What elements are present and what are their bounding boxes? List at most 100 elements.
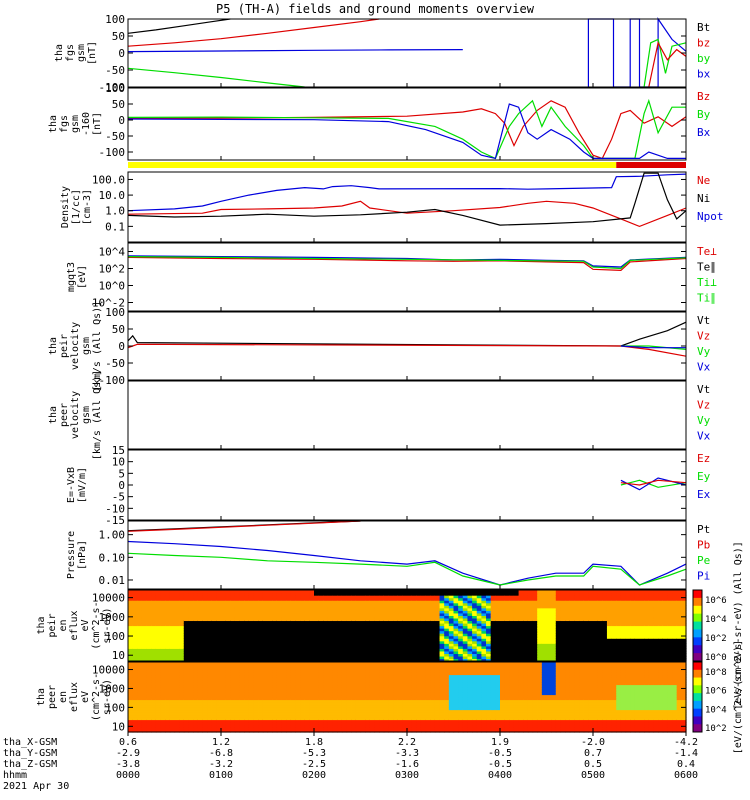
heatmap-cell bbox=[281, 590, 287, 594]
heatmap-cell bbox=[295, 645, 301, 649]
heatmap-cell bbox=[467, 592, 473, 596]
heatmap-cell bbox=[337, 607, 343, 611]
heatmap-cell bbox=[407, 615, 413, 619]
heatmap-cell bbox=[169, 664, 176, 668]
heatmap-cell bbox=[267, 597, 273, 601]
heatmap-cell bbox=[239, 679, 245, 683]
heatmap-cell bbox=[467, 650, 473, 654]
heatmap-cell bbox=[351, 597, 357, 601]
heatmap-cell bbox=[644, 633, 650, 637]
heatmap-cell bbox=[267, 689, 273, 693]
heatmap-cell bbox=[225, 704, 231, 708]
heatmap-cell bbox=[276, 592, 283, 596]
heatmap-cell bbox=[546, 602, 552, 606]
heatmap-cell bbox=[211, 694, 217, 698]
heatmap-cell bbox=[365, 610, 371, 614]
heatmap-cell bbox=[216, 687, 222, 691]
heatmap-cell bbox=[430, 650, 436, 654]
heatmap-cell bbox=[262, 607, 269, 611]
heatmap-cell bbox=[481, 633, 487, 637]
heatmap-cell bbox=[286, 622, 292, 627]
heatmap-cell bbox=[332, 689, 338, 693]
heatmap-cell bbox=[253, 714, 259, 718]
heatmap-cell bbox=[132, 625, 138, 629]
heatmap-cell bbox=[197, 597, 203, 601]
heatmap-cell bbox=[155, 615, 162, 619]
heatmap-cell bbox=[393, 607, 399, 611]
heatmap-cell bbox=[295, 697, 301, 701]
heatmap-cell bbox=[234, 592, 241, 596]
heatmap-cell bbox=[151, 664, 157, 668]
heatmap-cell bbox=[286, 709, 292, 713]
heatmap-cell bbox=[230, 622, 236, 627]
heatmap-cell bbox=[128, 692, 134, 696]
heatmap-cell bbox=[248, 590, 255, 594]
heatmap-cell bbox=[253, 595, 259, 599]
heatmap-cell bbox=[286, 612, 292, 616]
heatmap-cell bbox=[309, 719, 315, 723]
heatmap-cell bbox=[207, 724, 213, 728]
heatmap-cell bbox=[374, 602, 380, 606]
heatmap-cell bbox=[234, 709, 241, 713]
heatmap-cell bbox=[258, 615, 264, 619]
heatmap-cell bbox=[453, 592, 459, 596]
heatmap-cell bbox=[132, 729, 138, 733]
heatmap-cell bbox=[346, 610, 352, 614]
heatmap-cell bbox=[197, 620, 203, 624]
heatmap-cell bbox=[216, 684, 222, 688]
heatmap-cell bbox=[481, 648, 487, 652]
y-tick-label: 100 bbox=[105, 630, 125, 643]
heatmap-cell bbox=[439, 605, 445, 609]
heatmap-cell bbox=[602, 655, 608, 660]
heatmap-cell bbox=[183, 615, 190, 619]
heatmap-cell bbox=[132, 727, 138, 731]
heatmap-cell bbox=[616, 650, 622, 654]
heatmap-cell bbox=[314, 674, 320, 678]
heatmap-cell bbox=[248, 719, 255, 723]
heatmap-cell bbox=[221, 687, 227, 691]
heatmap-cell bbox=[225, 689, 231, 693]
heatmap-cell bbox=[579, 597, 585, 601]
heatmap-cell bbox=[555, 590, 562, 594]
heatmap-cell bbox=[341, 672, 348, 676]
heatmap-cell bbox=[346, 684, 352, 688]
heatmap-cell bbox=[537, 628, 543, 632]
heatmap-cell bbox=[248, 628, 255, 632]
heatmap-cell bbox=[169, 620, 176, 624]
heatmap-cell bbox=[346, 719, 352, 723]
heatmap-cell bbox=[565, 622, 571, 627]
heatmap-cell bbox=[234, 648, 241, 652]
heatmap-cell bbox=[346, 615, 352, 619]
heatmap-cell bbox=[453, 625, 459, 629]
heatmap-cell bbox=[216, 630, 222, 634]
heatmap-cell bbox=[569, 602, 575, 606]
heatmap-cell bbox=[523, 645, 529, 649]
heatmap-cell bbox=[337, 592, 343, 596]
heatmap-cell bbox=[434, 620, 441, 624]
heatmap-cell bbox=[286, 677, 292, 681]
heatmap-cell bbox=[239, 709, 245, 713]
heatmap-cell bbox=[132, 605, 138, 609]
heatmap-cell bbox=[430, 653, 436, 657]
heatmap-cell bbox=[202, 640, 208, 644]
heatmap-cell bbox=[183, 662, 190, 666]
heatmap-cell bbox=[151, 635, 157, 639]
heatmap-cell bbox=[434, 630, 441, 634]
heatmap-cell bbox=[606, 635, 613, 639]
heatmap-cell bbox=[179, 724, 185, 728]
heatmap-cell bbox=[230, 592, 236, 596]
heatmap-cell bbox=[407, 592, 413, 596]
heatmap-cell bbox=[230, 704, 236, 708]
heatmap-cell bbox=[151, 689, 157, 693]
heatmap-cell bbox=[262, 602, 269, 606]
heatmap-cell bbox=[174, 682, 180, 686]
heatmap-cell bbox=[304, 687, 310, 691]
heatmap-cell bbox=[588, 592, 594, 596]
heatmap-cell bbox=[625, 617, 631, 622]
heatmap-cell bbox=[476, 633, 482, 637]
heatmap-cell bbox=[225, 727, 231, 731]
heatmap-cell bbox=[662, 643, 668, 647]
heatmap-cell bbox=[141, 692, 148, 696]
heatmap-cell bbox=[407, 622, 413, 627]
series-lines bbox=[127, 17, 687, 88]
